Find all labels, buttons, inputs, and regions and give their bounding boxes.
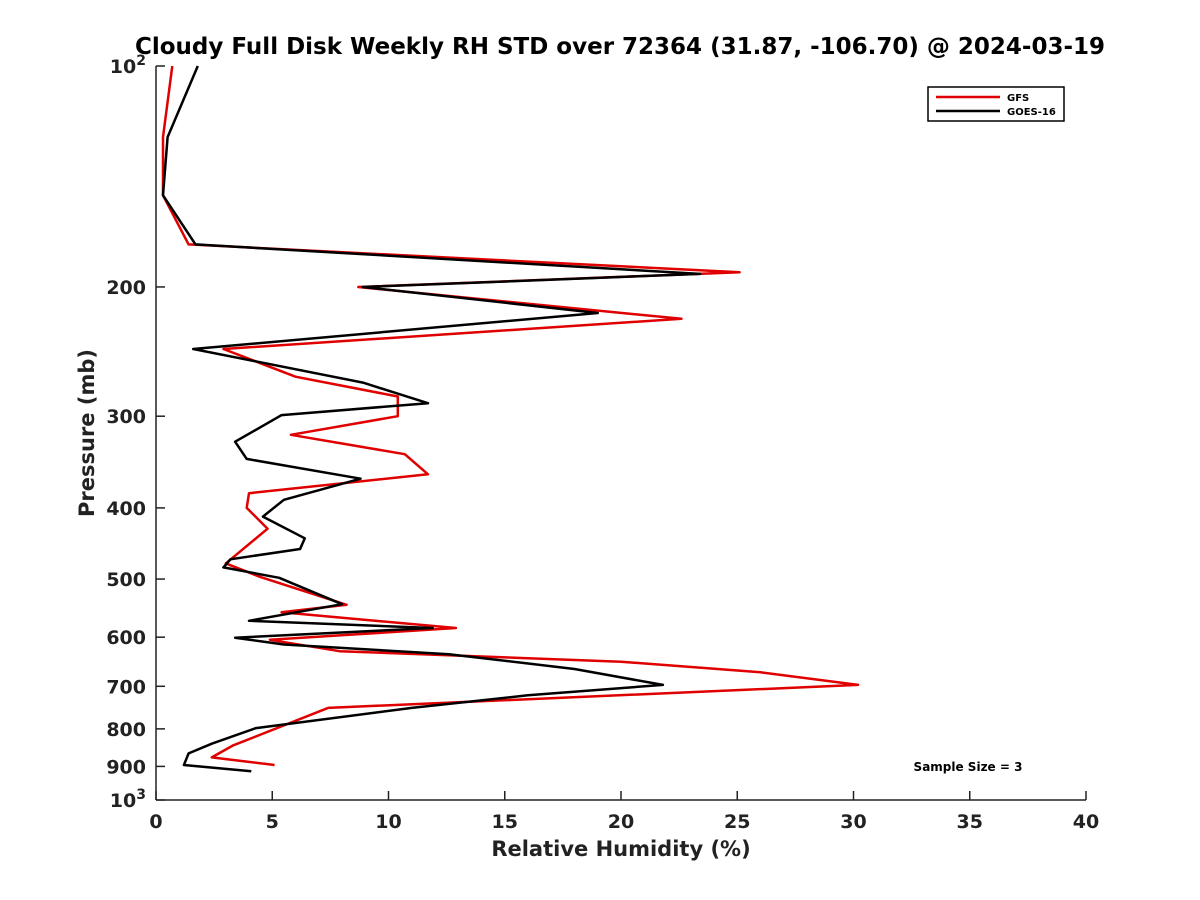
x-axis-ticks: 0 5 10 15 20 25 30 35 40: [149, 791, 1099, 833]
x-tick-label: 40: [1073, 811, 1099, 833]
legend-box: [927, 86, 1065, 122]
series-line-gfs: [161, 65, 860, 767]
series-layer: [161, 65, 860, 773]
x-tick-label: 5: [266, 811, 279, 833]
legend: GFS GOES-16: [927, 86, 1065, 122]
y-tick-label: 103: [110, 787, 146, 812]
y-tick-label: 300: [106, 406, 146, 428]
series-line-goes16: [161, 65, 702, 773]
legend-label-gfs: GFS: [1007, 93, 1029, 104]
x-tick-label: 0: [149, 811, 162, 833]
chart-title: Cloudy Full Disk Weekly RH STD over 7236…: [135, 34, 1105, 60]
x-tick-label: 20: [608, 811, 634, 833]
x-tick-label: 35: [957, 811, 983, 833]
y-tick-label: 500: [106, 569, 146, 591]
y-tick-label: 700: [106, 676, 146, 698]
sample-size-annotation: Sample Size = 3: [914, 760, 1023, 774]
x-tick-label: 25: [724, 811, 750, 833]
y-tick-label: 600: [106, 627, 146, 649]
y-axis-ticks: 102 200 300 400 500 600 700 800 900 103: [106, 53, 165, 812]
x-tick-label: 15: [492, 811, 518, 833]
y-tick-label: 102: [110, 53, 146, 78]
legend-label-goes16: GOES-16: [1007, 107, 1056, 118]
y-tick-label: 200: [106, 277, 146, 299]
y-tick-label: 400: [106, 498, 146, 520]
x-tick-label: 10: [375, 811, 401, 833]
x-axis-label: Relative Humidity (%): [491, 837, 750, 861]
y-tick-label: 800: [106, 719, 146, 741]
y-axis-label: Pressure (mb): [75, 349, 99, 517]
y-tick-label: 900: [106, 756, 146, 778]
x-tick-label: 30: [840, 811, 866, 833]
